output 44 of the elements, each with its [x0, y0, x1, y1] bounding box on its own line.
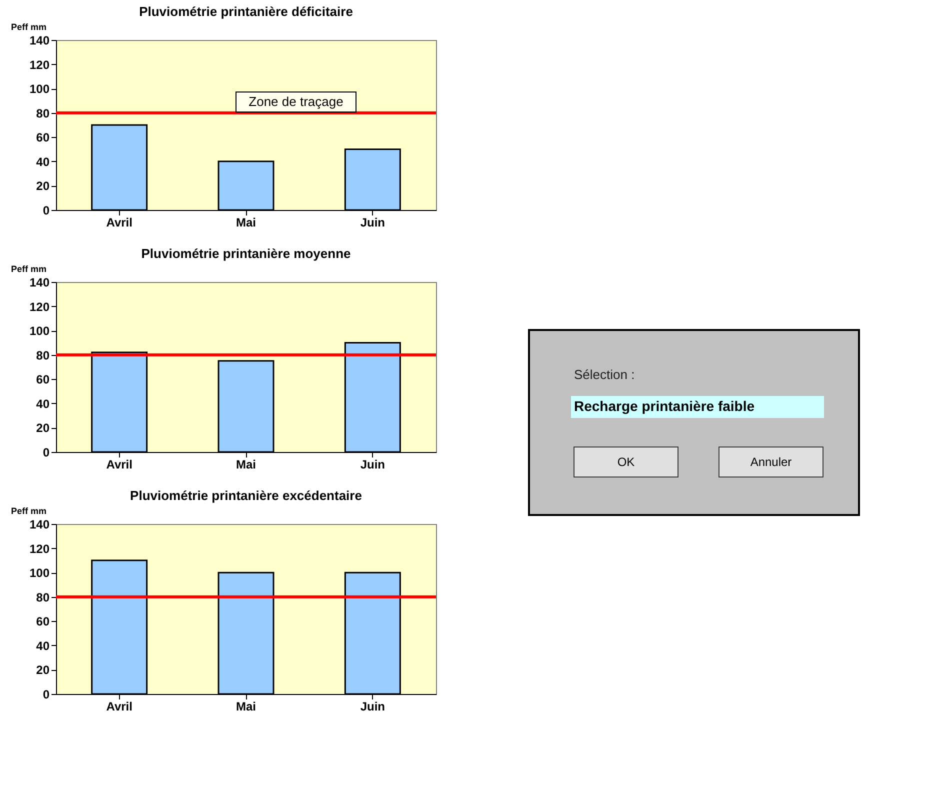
y-tick-label: 120 — [29, 542, 50, 556]
text: OK — [617, 455, 635, 469]
y-tick-label: 40 — [36, 396, 50, 411]
y-axis-title: Peff mm — [11, 506, 47, 516]
y-tick-label: 140 — [29, 34, 50, 48]
y-tick-label: 40 — [36, 638, 50, 653]
x-tick-label: Juin — [360, 458, 386, 472]
x-tick-label: Avril — [106, 700, 132, 714]
y-tick-label: 80 — [36, 348, 50, 362]
y-tick-label: 100 — [29, 324, 50, 338]
y-tick-label: 120 — [29, 58, 50, 72]
y-tick-label: 40 — [36, 154, 50, 169]
x-tick-label: Juin — [360, 216, 386, 230]
y-tick-label: 120 — [29, 300, 50, 314]
y-axis-title: Peff mm — [11, 264, 47, 274]
x-tick-label: Juin — [360, 700, 386, 714]
text: Sélection : — [574, 367, 635, 382]
y-axis-title: Peff mm — [11, 22, 47, 32]
text: Annuler — [750, 455, 792, 469]
y-tick-label: 20 — [36, 663, 50, 678]
x-tick-label: Mai — [236, 216, 256, 230]
y-tick-label: 100 — [29, 566, 50, 580]
y-tick-label: 20 — [36, 179, 50, 194]
text: Recharge printanière faible — [574, 398, 755, 414]
y-tick-label: 140 — [29, 518, 50, 532]
y-tick-label: 60 — [36, 372, 50, 387]
y-tick-label: 60 — [36, 614, 50, 629]
y-tick-label: 80 — [36, 106, 50, 120]
x-tick-label: Avril — [106, 216, 132, 230]
x-tick-label: Avril — [106, 458, 132, 472]
y-tick-label: 0 — [42, 688, 50, 702]
y-tick-label: 20 — [36, 421, 50, 436]
x-tick-label: Mai — [236, 458, 256, 472]
y-tick-label: 140 — [29, 276, 50, 290]
x-tick-label: Mai — [236, 700, 256, 714]
chart-title: Pluviométrie printanière excédentaire — [130, 488, 362, 503]
y-tick-label: 80 — [36, 590, 50, 604]
annotation: Zone de traçage — [248, 94, 344, 109]
y-tick-label: 60 — [36, 130, 50, 145]
chart-title: Pluviométrie printanière moyenne — [141, 246, 351, 261]
y-tick-label: 0 — [42, 446, 50, 460]
y-tick-label: 0 — [42, 204, 50, 218]
chart-title: Pluviométrie printanière déficitaire — [139, 4, 353, 19]
y-tick-label: 100 — [29, 82, 50, 96]
